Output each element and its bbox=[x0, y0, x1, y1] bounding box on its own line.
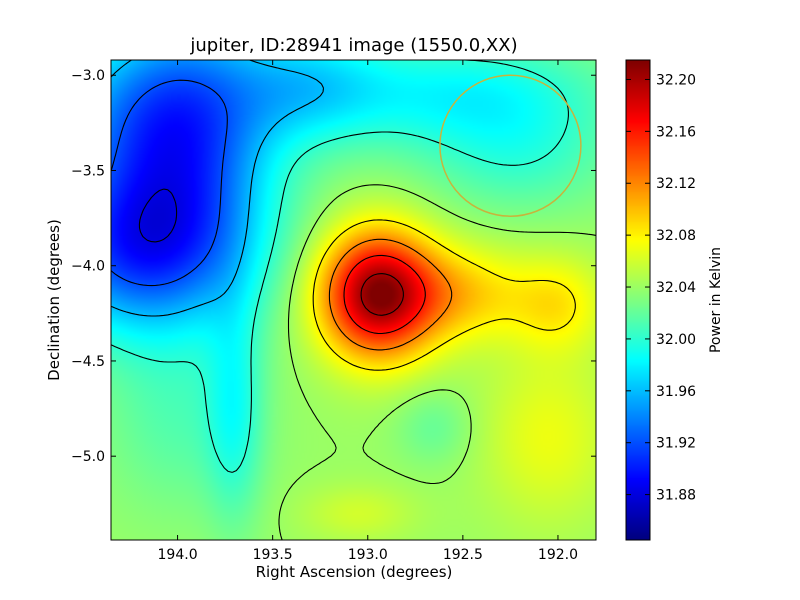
colorbar-ticks: 31.88 31.92 31.96 32.00 32.04 32.08 32.12 32.16… bbox=[626, 72, 696, 504]
colorbar-gradient bbox=[626, 60, 650, 540]
contour-lines bbox=[110, 59, 597, 541]
y-tick-label: −5.0 bbox=[71, 449, 105, 465]
plot-frame bbox=[110, 59, 597, 541]
colorbar-tick-label: 32.00 bbox=[656, 332, 696, 348]
x-tick-label: 193.5 bbox=[253, 547, 293, 563]
contour-32.08 bbox=[312, 219, 576, 371]
x-axis-label: Right Ascension (degrees) bbox=[256, 563, 453, 581]
contour-31.92 bbox=[110, 79, 228, 287]
y-tick-label: −3.5 bbox=[71, 163, 105, 179]
x-tick-label: 194.0 bbox=[158, 547, 198, 563]
heatmap-image bbox=[111, 60, 596, 540]
x-tick-label: 192.0 bbox=[538, 547, 578, 563]
colorbar-frame bbox=[625, 59, 651, 541]
colorbar-tick-label: 32.20 bbox=[656, 72, 696, 88]
colorbar-label: Power in Kelvin bbox=[708, 247, 724, 353]
contour-32.20 bbox=[360, 273, 404, 316]
colorbar-tick-label: 32.08 bbox=[656, 228, 696, 244]
chart-title: jupiter, ID:28941 image (1550.0,XX) bbox=[189, 35, 517, 56]
contour-32.04 bbox=[278, 184, 597, 541]
colorbar-tick-label: 32.16 bbox=[656, 124, 696, 140]
y-tick-label: −4.5 bbox=[71, 354, 105, 370]
y-axis-ticks: −3.0 −3.5 −4.0 −4.5 −5.0 bbox=[71, 68, 596, 465]
y-tick-label: −4.0 bbox=[71, 259, 105, 275]
contour-31.88 bbox=[138, 188, 178, 243]
colorbar-tick-label: 31.92 bbox=[656, 436, 696, 452]
x-axis-ticks: 194.0 193.5 193.0 192.5 192.0 bbox=[158, 60, 578, 563]
colorbar-tick-label: 32.12 bbox=[656, 176, 696, 192]
beam-circle bbox=[439, 74, 582, 217]
x-tick-label: 193.0 bbox=[348, 547, 388, 563]
y-axis-label: Declination (degrees) bbox=[45, 219, 63, 381]
y-tick-label: −3.0 bbox=[71, 68, 105, 84]
x-tick-label: 192.5 bbox=[443, 547, 483, 563]
colorbar-tick-label: 32.04 bbox=[656, 280, 696, 296]
contour-32.12 bbox=[328, 238, 453, 351]
contour-32.16 bbox=[343, 254, 426, 335]
colorbar-tick-label: 31.88 bbox=[656, 488, 696, 504]
colorbar-tick-label: 31.96 bbox=[656, 384, 696, 400]
contour-31.96 bbox=[110, 59, 325, 317]
